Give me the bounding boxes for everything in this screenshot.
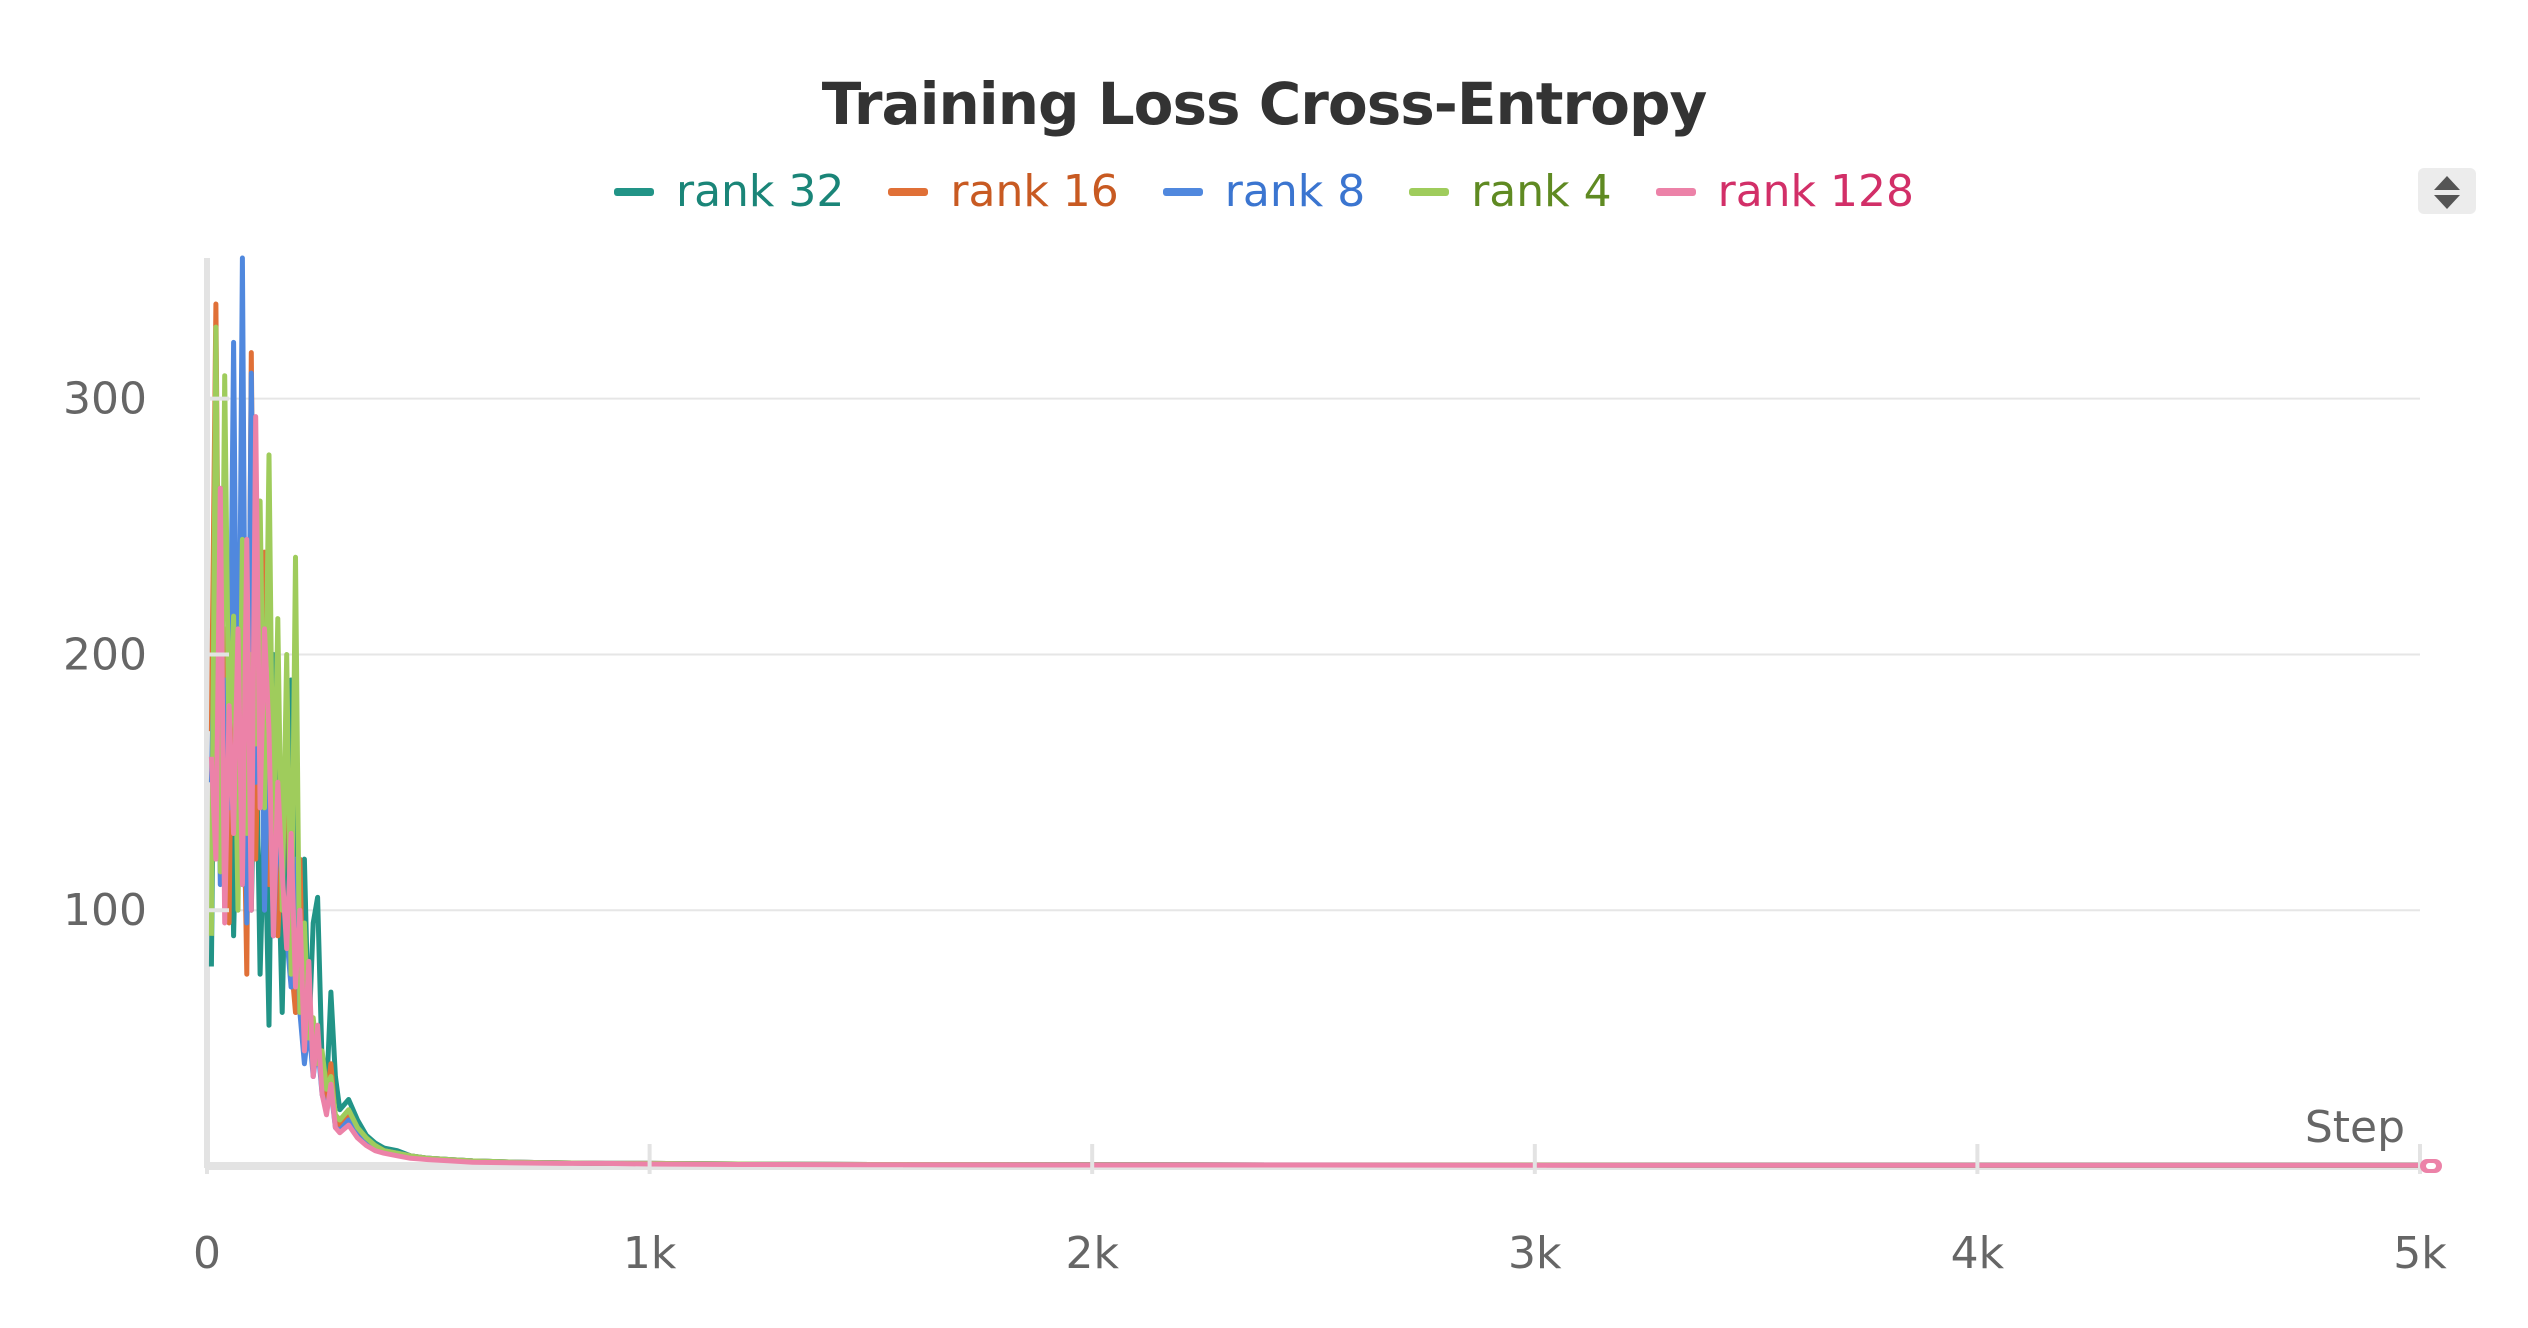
legend-swatch bbox=[1409, 187, 1450, 196]
legend-item-rank-32[interactable]: rank 32 bbox=[613, 166, 845, 217]
series-line-rank-8[interactable] bbox=[208, 255, 2420, 1168]
legend-label: rank 8 bbox=[1224, 166, 1366, 217]
legend-swatch bbox=[1162, 187, 1203, 196]
chevron-down-icon bbox=[2434, 195, 2460, 209]
legend-scroll-button[interactable] bbox=[2418, 168, 2476, 214]
series-line-rank-16[interactable] bbox=[208, 301, 2420, 1168]
legend-label: rank 4 bbox=[1471, 166, 1612, 217]
gridlines bbox=[207, 397, 2420, 912]
legend-item-rank-8[interactable]: rank 8 bbox=[1162, 166, 1366, 217]
x-axis-label: Step bbox=[2305, 1102, 2405, 1153]
x-tick-label: 4k bbox=[1951, 1228, 2005, 1279]
chart-legend: rank 32 rank 16 rank 8 rank 4 rank 128 bbox=[0, 166, 2528, 217]
legend-item-rank-4[interactable]: rank 4 bbox=[1409, 166, 1612, 217]
y-tick-label: 100 bbox=[63, 885, 147, 936]
x-tick-label: 1k bbox=[623, 1228, 677, 1279]
tick-labels: 100 200 300 0 1k 2k 3k 4k 5k bbox=[63, 374, 2447, 1279]
x-tick-label: 2k bbox=[1065, 1228, 1119, 1279]
legend-swatch bbox=[1655, 187, 1696, 196]
series-line-rank-32[interactable] bbox=[208, 534, 2420, 1168]
axes bbox=[204, 258, 2420, 1170]
series-line-rank-4[interactable] bbox=[208, 324, 2420, 1168]
legend-label: rank 16 bbox=[950, 166, 1119, 217]
x-tick-label: 0 bbox=[193, 1228, 221, 1279]
chevron-up-icon bbox=[2434, 176, 2460, 190]
legend-swatch bbox=[888, 187, 929, 196]
series-lines bbox=[208, 255, 2420, 1168]
x-range-end-handle[interactable] bbox=[2420, 1159, 2442, 1173]
x-tick-label: 5k bbox=[2393, 1228, 2447, 1279]
x-tick-label: 3k bbox=[1508, 1228, 1562, 1279]
legend-swatch bbox=[613, 187, 654, 196]
y-tick-label: 300 bbox=[63, 374, 147, 425]
legend-label: rank 32 bbox=[675, 166, 845, 217]
chart-title: Training Loss Cross-Entropy bbox=[821, 70, 1708, 138]
y-tick-label: 200 bbox=[63, 629, 147, 680]
series-line-rank-128[interactable] bbox=[208, 414, 2420, 1168]
legend-item-rank-128[interactable]: rank 128 bbox=[1655, 166, 1914, 217]
legend-label: rank 128 bbox=[1717, 166, 1914, 217]
legend-item-rank-16[interactable]: rank 16 bbox=[888, 166, 1119, 217]
